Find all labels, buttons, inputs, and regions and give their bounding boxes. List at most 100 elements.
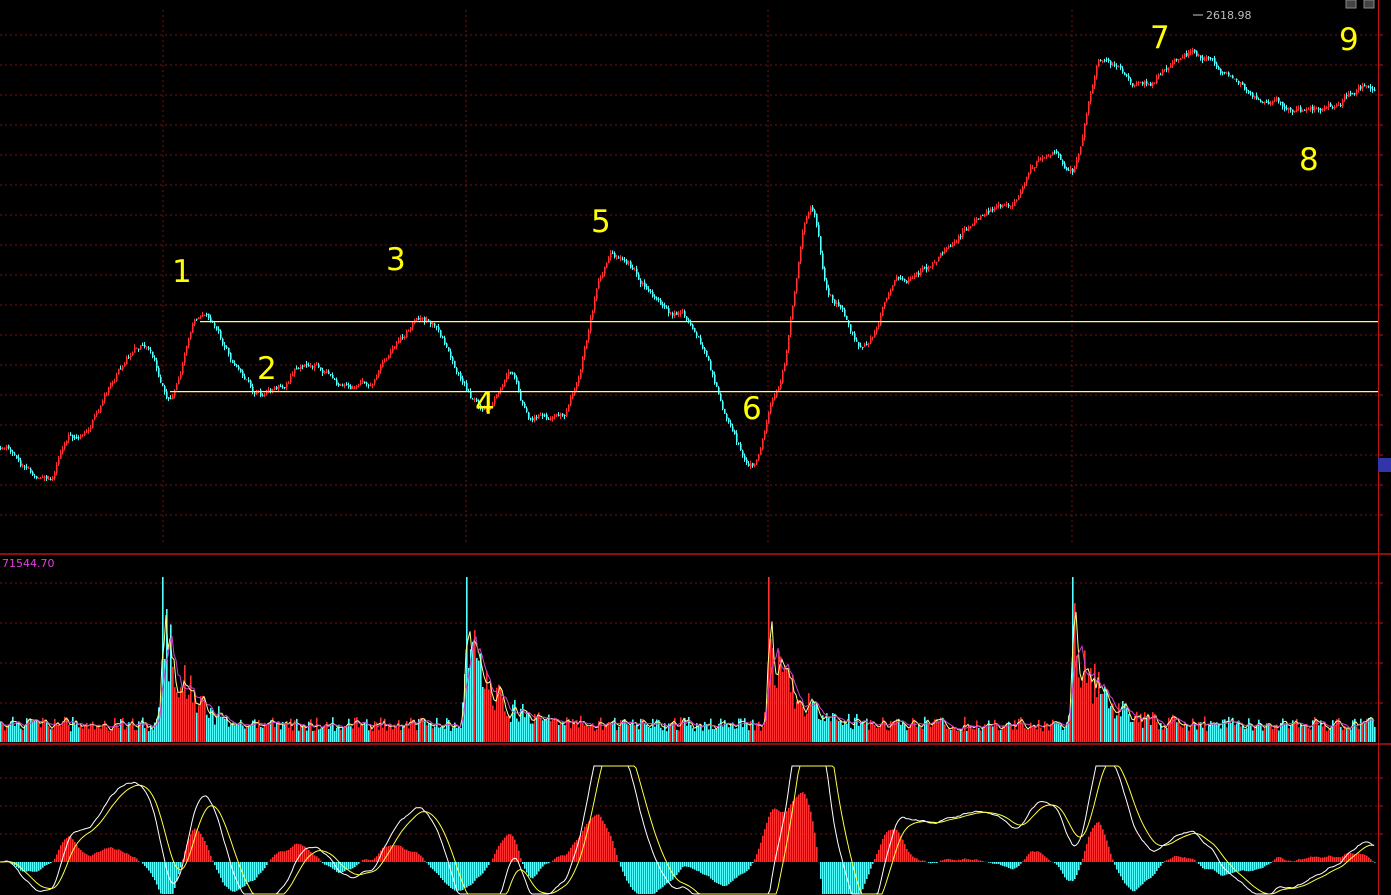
volume-bar (1006, 722, 1008, 742)
macd-bar-positive (1352, 853, 1354, 862)
candle-up (412, 323, 414, 328)
volume-bar (1290, 726, 1292, 742)
macd-bar-negative (1012, 862, 1014, 870)
volume-bar (512, 704, 514, 742)
macd-bar-positive (1084, 850, 1086, 862)
candle-up (984, 214, 986, 217)
macd-bar-positive (518, 850, 520, 862)
macd-bar-negative (678, 862, 680, 873)
candle-up (378, 370, 380, 376)
macd-bar-negative (1238, 862, 1240, 872)
candle-down (966, 229, 968, 231)
volume-bar (1190, 724, 1192, 742)
volume-bar (328, 728, 330, 742)
macd-bar-negative (46, 862, 48, 865)
volume-bar (644, 723, 646, 742)
volume-bar (286, 721, 288, 742)
volume-bar (1192, 718, 1194, 742)
volume-bar (170, 624, 172, 742)
candle-down (1222, 72, 1224, 74)
macd-bar-negative (1214, 862, 1216, 871)
candle-up (1086, 114, 1088, 125)
volume-bar (74, 724, 76, 742)
volume-bar (944, 724, 946, 742)
volume-bar (1248, 718, 1250, 742)
volume-bar (1016, 729, 1018, 742)
volume-bar (326, 721, 328, 742)
volume-bar (390, 724, 392, 742)
candle-up (974, 219, 976, 225)
volume-bar (1342, 729, 1344, 742)
volume-bar (144, 728, 146, 742)
macd-bar-positive (1322, 857, 1324, 862)
macd-bar-positive (374, 858, 376, 862)
macd-bar-positive (1188, 858, 1190, 862)
volume-bar (1234, 725, 1236, 742)
volume-bar (354, 717, 356, 742)
candle-down (866, 344, 868, 346)
macd-bar-negative (546, 862, 548, 864)
macd-bar-positive (304, 846, 306, 862)
macd-bar-negative (830, 862, 832, 894)
volume-bar (966, 730, 968, 742)
macd-bar-positive (1348, 852, 1350, 862)
macd-bar-negative (1004, 862, 1006, 867)
volume-bar (590, 724, 592, 742)
candle-down (208, 313, 210, 319)
candle-up (134, 347, 136, 353)
macd-bar-negative (40, 862, 42, 870)
volume-bar (714, 729, 716, 742)
macd-bar-positive (756, 854, 758, 862)
macd-bar-positive (108, 847, 110, 862)
volume-bar (78, 727, 80, 742)
candle-down (72, 435, 74, 438)
minimize-icon[interactable] (1345, 0, 1357, 9)
macd-bar-positive (602, 820, 604, 862)
candle-down (476, 399, 478, 402)
macd-bar-positive (104, 848, 106, 862)
macd-bar-positive (384, 846, 386, 862)
candle-down (516, 377, 518, 383)
volume-bar (218, 706, 220, 742)
macd-bar-positive (786, 810, 788, 862)
macd-bar-negative (934, 862, 936, 863)
volume-bar (162, 577, 164, 742)
volume-bar (188, 694, 190, 742)
candle-down (36, 476, 38, 479)
candle-down (144, 344, 146, 348)
volume-bar (1038, 719, 1040, 742)
candle-up (778, 387, 780, 392)
volume-bar (984, 724, 986, 742)
macd-bar-positive (502, 840, 504, 862)
volume-bar (320, 728, 322, 742)
candle-up (580, 369, 582, 379)
candle-down (714, 374, 716, 384)
macd-bar-negative (1198, 862, 1200, 864)
volume-bar (666, 731, 668, 742)
candle-up (810, 207, 812, 213)
macd-bar-negative (636, 862, 638, 894)
candle-down (1130, 78, 1132, 83)
candle-up (970, 226, 972, 228)
macd-bar-positive (556, 857, 558, 862)
candle-down (462, 378, 464, 383)
volume-bar (654, 726, 656, 742)
macd-bar-negative (700, 862, 702, 873)
candle-down (724, 408, 726, 414)
candle-up (90, 427, 92, 430)
volume-bar (482, 686, 484, 742)
volume-bar (76, 721, 78, 742)
candle-up (1190, 51, 1192, 53)
macd-dea-line (0, 765, 1375, 895)
macd-bar-negative (748, 862, 750, 870)
macd-bar-positive (130, 855, 132, 862)
volume-bar (652, 718, 654, 742)
wave-label-2: 2 (257, 351, 277, 387)
candle-up (930, 266, 932, 268)
volume-bar (1054, 722, 1056, 742)
restore-icon[interactable] (1363, 0, 1375, 9)
macd-bar-negative (832, 862, 834, 894)
candle-down (1116, 65, 1118, 67)
volume-bar (28, 719, 30, 742)
macd-bar-positive (1038, 851, 1040, 862)
